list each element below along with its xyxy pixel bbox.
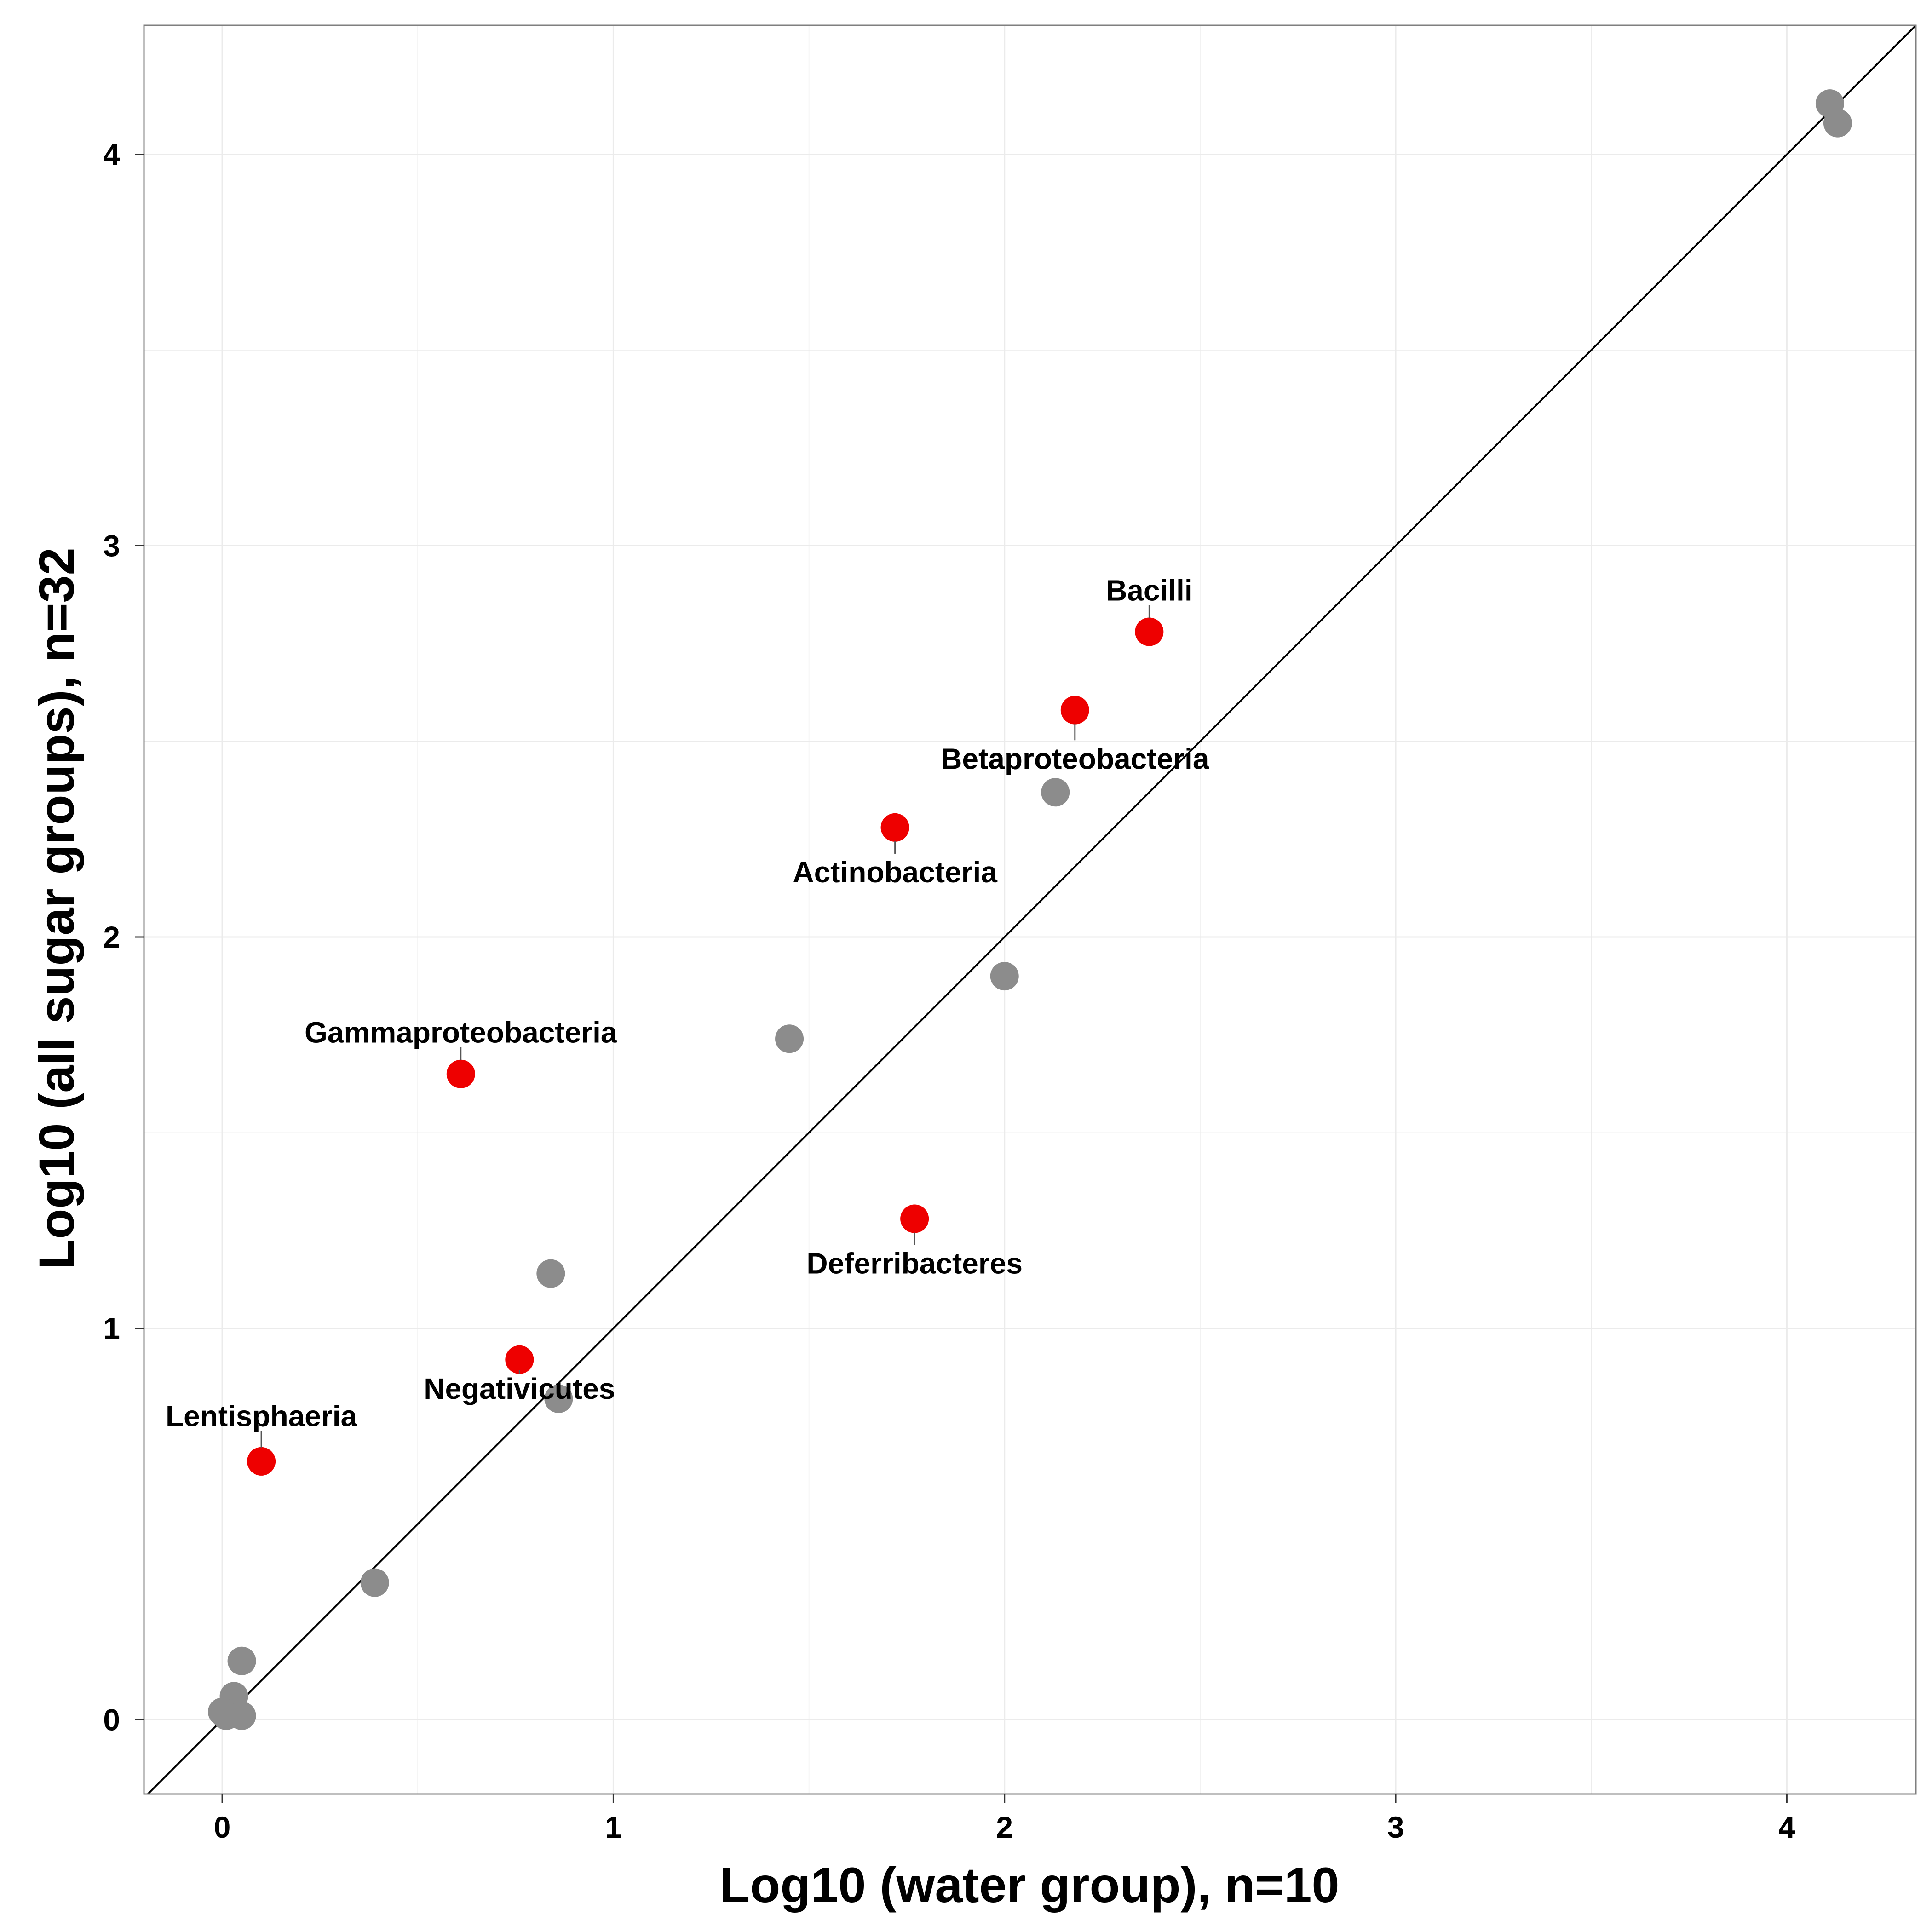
x-tick-label: 3 [1387,1810,1404,1844]
grid-lines [144,25,1916,1794]
highlighted-data-point [247,1447,276,1476]
data-point [775,1024,804,1053]
highlighted-data-point [900,1204,929,1233]
annotation-label: Bacilli [1106,574,1193,607]
y-tick-label: 0 [103,1702,120,1736]
y-axis-title: Log10 (all sugar groups), n=32 [29,547,84,1269]
axis-ticks: 0 1 2 3 4 0 1 2 3 4 [103,138,1795,1844]
annotation-label: Betaproteobacteria [941,742,1209,775]
y-tick-label: 2 [103,920,120,954]
x-tick-label: 0 [214,1810,231,1844]
highlighted-data-point [1135,617,1164,646]
data-point [544,1384,573,1413]
annotation-label: Deferribacteres [806,1247,1023,1280]
point-annotations: Bacilli Betaproteobacteria Actinobacteria G… [166,574,1209,1448]
x-tick-label: 4 [1778,1810,1795,1844]
x-tick-label: 2 [996,1810,1013,1844]
annotation-label: Actinobacteria [793,856,997,889]
x-tick-label: 1 [605,1810,622,1844]
y-tick-label: 1 [103,1311,120,1346]
highlighted-data-point [446,1059,475,1088]
plot-frame [143,24,1917,1795]
highlighted-data-point [505,1345,534,1374]
reference-line [147,24,1917,1795]
data-point [1041,778,1070,807]
data-point [536,1259,565,1288]
data-point [1823,109,1852,138]
data-point [990,962,1019,991]
data-point [227,1701,256,1730]
y-tick-label: 3 [103,529,120,563]
x-axis-title: Log10 (water group), n=10 [719,1857,1339,1913]
highlighted-data-point [880,813,909,842]
plot-frame-group [143,24,1917,1795]
reference-line-group [147,24,1917,1795]
data-points [208,89,1852,1730]
data-point [227,1646,256,1675]
data-point [360,1568,389,1597]
highlighted-data-point [1060,696,1089,724]
annotation-label: Negativicutes [424,1372,615,1405]
y-tick-label: 4 [103,138,120,172]
annotation-label: Gammaproteobacteria [305,1016,617,1049]
annotation-label: Lentisphaeria [166,1399,357,1432]
